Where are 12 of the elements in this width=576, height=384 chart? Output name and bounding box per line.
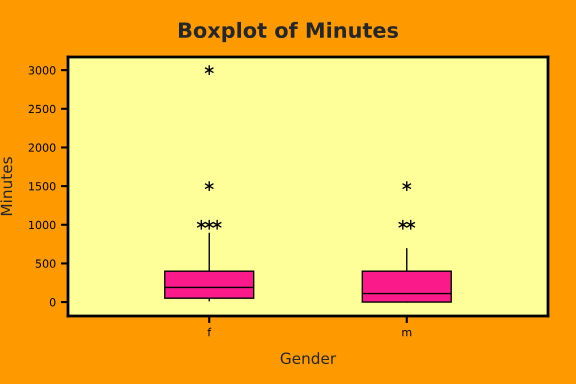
y-tick-label: 2000 [28,143,56,152]
y-tick-label: 500 [36,259,56,268]
y-tick-label: 1500 [29,182,56,190]
y-tick-label: 2500 [28,104,56,114]
chart-title: Boxplot of Minutes [178,22,398,42]
x-axis-title: Gender [280,352,336,364]
y-axis-title: Minutes [0,157,12,216]
x-tick-label: m [402,330,412,336]
y-tick-label: 1000 [29,220,56,230]
y-tick-label: 0 [50,298,56,306]
x-tick-label: f [208,328,212,336]
y-tick-label: 3000 [28,66,56,75]
